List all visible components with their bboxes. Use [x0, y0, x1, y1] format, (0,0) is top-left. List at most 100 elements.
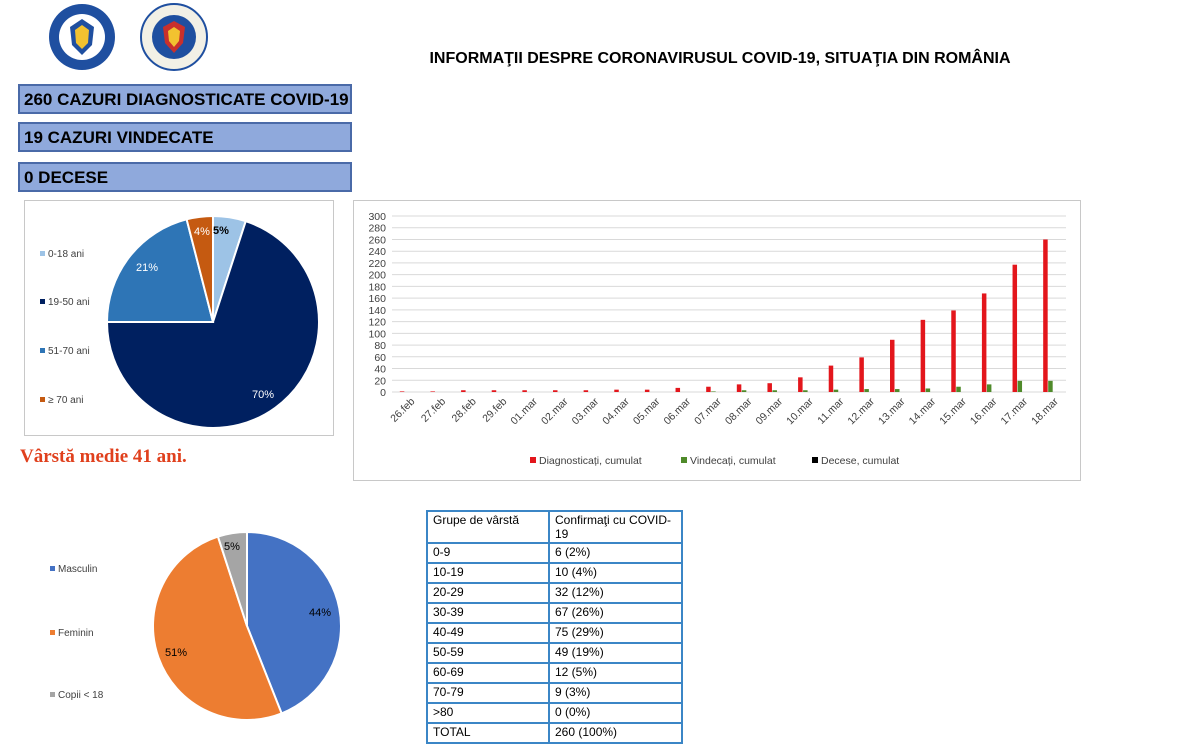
- bar-ytick-8: 160: [368, 293, 386, 305]
- cumulative-bar-chart: 0204060801001201401601802002202402602803…: [368, 211, 1066, 467]
- bar-1-14: [833, 389, 839, 392]
- age-pie-slice-label-1: 70%: [252, 389, 274, 401]
- table-row: 20-29 32 (12%): [426, 582, 683, 604]
- bar-ytick-3: 60: [374, 352, 386, 364]
- table-row: 0-9 6 (2%): [426, 542, 683, 564]
- gender-pie-panel: 44% 51% 5% Masculin Feminin Copii < 18: [24, 520, 364, 740]
- bar-0-6: [583, 390, 589, 392]
- bar-1-10: [711, 391, 716, 392]
- age-pie-slice-label-3: 4%: [194, 226, 210, 238]
- bar-legend-swatch-2: [812, 457, 818, 463]
- table-row: >80 0 (0%): [426, 702, 683, 724]
- bar-ytick-12: 240: [368, 246, 386, 258]
- age-pie-legend-label-2: 51-70 ani: [48, 346, 90, 357]
- bar-ytick-15: 300: [368, 211, 386, 223]
- bar-ytick-10: 200: [368, 270, 386, 282]
- dsu-logo: [140, 3, 208, 71]
- age-pie-legend-label-3: ≥ 70 ani: [48, 395, 84, 406]
- gender-pie-slice-2: [216, 530, 248, 627]
- bar-legend-swatch-1: [681, 457, 687, 463]
- gender-pie-legend-label-0: Masculin: [58, 564, 97, 575]
- table-row: TOTAL 260 (100%): [426, 722, 683, 744]
- table-row-cell-0: 30-39: [426, 602, 550, 624]
- table-row-cell-0: 40-49: [426, 622, 550, 644]
- bar-0-20: [1012, 264, 1018, 392]
- gender-pie-slice-1: [152, 535, 283, 721]
- bar-0-13: [798, 377, 803, 392]
- gender-pie-chart: 44% 51% 5% Masculin Feminin Copii < 18: [50, 530, 342, 721]
- bar-1-19: [986, 384, 992, 392]
- bar-0-9: [675, 387, 681, 392]
- table-row: 50-59 49 (19%): [426, 642, 683, 664]
- bar-0-14: [828, 365, 834, 392]
- age-pie-legend-swatch-1: [40, 299, 45, 304]
- government-logo: [48, 3, 116, 71]
- age-pie-slice-3: [185, 214, 214, 323]
- table-header-cell-0: Grupe de vârstă: [426, 510, 550, 544]
- table-row-cell-0: >80: [426, 702, 550, 724]
- bar-0-10: [706, 386, 711, 392]
- bar-0-17: [920, 319, 926, 392]
- age-pie-slice-label-2: 21%: [136, 262, 158, 274]
- bar-ytick-11: 220: [368, 258, 386, 270]
- age-pie-chart: 5% 70% 21% 4% 0-18 ani 19-50 ani 51-70 ani ≥ 70…: [40, 214, 320, 429]
- bar-1-18: [956, 386, 961, 392]
- table-row-cell-0: 10-19: [426, 562, 550, 584]
- table-row: 40-49 75 (29%): [426, 622, 683, 644]
- gender-pie-slice-label-2: 5%: [224, 541, 240, 553]
- table-row: 60-69 12 (5%): [426, 662, 683, 684]
- table-row-cell-1: 12 (5%): [548, 662, 683, 684]
- bar-xtick-21: 18.mar: [1029, 395, 1061, 427]
- bar-xtick-15: 12.mar: [845, 395, 877, 427]
- bar-legend-swatch-0: [530, 457, 536, 463]
- bar-xtick-11: 08.mar: [723, 395, 755, 427]
- bar-ytick-9: 180: [368, 281, 386, 293]
- age-pie-legend-swatch-0: [40, 251, 45, 256]
- bar-ytick-6: 120: [368, 317, 386, 329]
- bar-legend-label-0: Diagnosticați, cumulat: [539, 455, 642, 467]
- bar-ytick-7: 140: [368, 305, 386, 317]
- bar-1-15: [864, 389, 869, 392]
- bar-ytick-0: 0: [380, 387, 386, 399]
- bar-0-1: [430, 391, 435, 392]
- bar-ytick-2: 40: [374, 364, 386, 376]
- bar-ytick-13: 260: [368, 234, 386, 246]
- cumulative-bar-panel: 0 20 40 60 80 100 120 140 160 180 200 220 240 260 280 3…: [353, 200, 1081, 481]
- bar-xtick-10: 07.mar: [692, 395, 724, 427]
- bar-xtick-3: 29.feb: [480, 396, 509, 425]
- bar-xtick-0: 26.feb: [388, 396, 417, 425]
- bar-legend-label-1: Vindecați, cumulat: [690, 455, 776, 467]
- recovered-stat: 19 CAZURI VINDECATE: [18, 122, 352, 152]
- table-row-cell-0: 0-9: [426, 542, 550, 564]
- table-row: 10-19 10 (4%): [426, 562, 683, 584]
- age-pie-slice-1: [105, 219, 320, 429]
- bar-1-17: [925, 388, 931, 392]
- table-header: Grupe de vârstă Confirmaţi cu COVID-19: [426, 510, 683, 544]
- table-row-cell-0: 50-59: [426, 642, 550, 664]
- bar-0-7: [614, 389, 619, 392]
- table-row-cell-1: 9 (3%): [548, 682, 683, 704]
- bar-0-5: [553, 390, 558, 392]
- bar-ytick-4: 80: [374, 340, 386, 352]
- table-row-cell-1: 67 (26%): [548, 602, 683, 624]
- age-pie-legend-label-0: 0-18 ani: [48, 249, 84, 260]
- gender-pie-legend-swatch-0: [50, 566, 55, 571]
- bar-0-3: [491, 390, 497, 392]
- bar-xtick-7: 04.mar: [600, 395, 632, 427]
- table-header-cell-1: Confirmaţi cu COVID-19: [548, 510, 683, 544]
- age-pie-legend-swatch-3: [40, 397, 45, 402]
- bar-xtick-6: 03.mar: [570, 395, 602, 427]
- age-group-table: Grupe de vârstă Confirmaţi cu COVID-19 0-9…: [426, 510, 683, 744]
- table-row-cell-1: 260 (100%): [548, 722, 683, 744]
- gender-pie-legend-swatch-2: [50, 692, 55, 697]
- bar-0-19: [981, 293, 987, 392]
- gender-pie-slice-label-0: 44%: [309, 607, 331, 619]
- bar-0-2: [461, 390, 466, 392]
- age-pie-slice-label-0: 5%: [213, 225, 229, 237]
- page-title: INFORMAŢII DESPRE CORONAVIRUSUL COVID-19…: [429, 50, 1011, 67]
- table-row-cell-0: 60-69: [426, 662, 550, 684]
- table-row-cell-1: 6 (2%): [548, 542, 683, 564]
- bar-ytick-1: 20: [374, 375, 386, 387]
- bar-xtick-13: 10.mar: [784, 395, 816, 427]
- bar-xtick-1: 27.feb: [419, 396, 448, 425]
